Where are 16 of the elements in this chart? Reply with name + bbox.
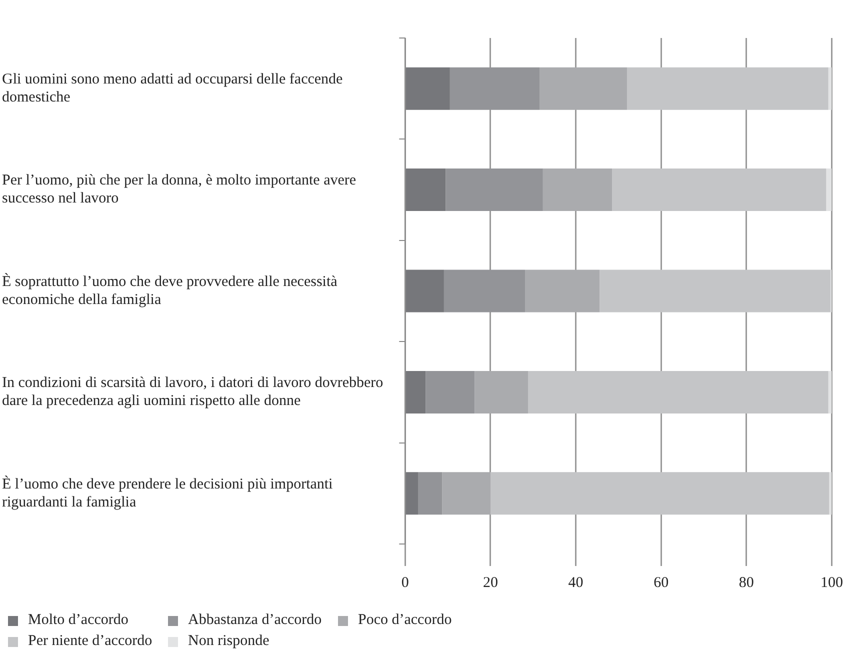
x-tick-label: 100 [820,574,843,591]
x-tick-label: 40 [568,574,584,591]
legend-label: Molto d’accordo [28,612,128,629]
x-tick-label: 80 [738,574,754,591]
y-tick-label: Per l’uomo, più che per la donna, è molto importante avere successo nel lavoro [2,172,356,207]
y-tick-label: È soprattutto l’uomo che deve provvedere alle necessità economiche della famiglia [2,272,338,308]
legend-label: Non risponde [188,633,270,650]
y-tick-label: È l’uomo che deve prendere le decisioni più importanti riguardanti la famiglia [2,475,333,510]
legend-label: Per niente d’accordo [28,633,152,650]
x-tick-label: 20 [482,574,498,591]
x-tick-label: 60 [654,574,669,591]
x-tick-label: 0 [401,574,409,591]
legend-label: Abbastanza d’accordo [188,612,322,629]
y-tick-label: Gli uomini sono meno adatti ad occuparsi delle faccende domestiche [2,72,344,106]
y-tick-label: In condizioni di scarsità di lavoro, i datori di lavoro dovrebbero dare la precedenza agli uomini rispetto alle donne [2,375,384,410]
legend-label: Poco d’accordo [358,612,452,629]
